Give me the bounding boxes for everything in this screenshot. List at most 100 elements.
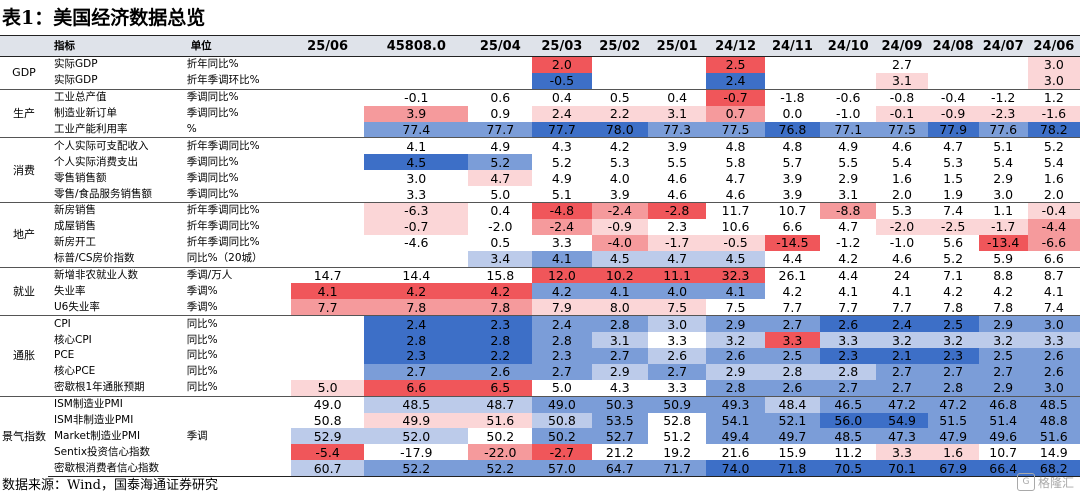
value-cell: 8.8 <box>978 266 1028 284</box>
value-cell: -4.8 <box>532 202 592 219</box>
value-cell: 2.7 <box>978 363 1028 380</box>
table-row: 生产 工业总产值 季调同比% -0.1 0.6 0.4 0.5 0.4 -0.7 -1.8 -0.6… <box>0 88 1080 138</box>
value-cell <box>648 73 706 89</box>
value-cell: -4.6 <box>404 235 429 251</box>
value-cell: 3.3 <box>1027 332 1080 349</box>
value-cell: 54.1 <box>706 412 765 429</box>
value-cell: 7.7 <box>291 299 365 316</box>
value-cell: 4.6 <box>667 186 688 202</box>
value-cell: 2.4 <box>532 105 592 122</box>
value-cell: 4.0 <box>647 283 707 300</box>
value-cell: 2.9 <box>993 170 1014 186</box>
value-cell: 49.3 <box>706 395 765 413</box>
value-cell: 15.9 <box>778 444 807 460</box>
table-row: GDP 实际GDP 折年同比% 2.0 2.5 2.7 3.0 <box>0 55 1080 90</box>
value-cell: -1.2 <box>978 88 1028 106</box>
value-cell: 50.3 <box>591 395 648 413</box>
indicator-unit: 折年季调环比% <box>186 74 260 87</box>
value-cell: 1.5 <box>943 170 964 186</box>
indicator-unit: 同比% <box>184 315 292 333</box>
value-cell: 5.3 <box>609 154 630 170</box>
value-cell: 1.1 <box>978 202 1028 219</box>
value-cell: 2.7 <box>820 379 877 397</box>
table-body: GDP 实际GDP 折年同比% 2.0 2.5 2.7 3.0 实际GDP 折年季调环比% -0.… <box>0 55 1080 478</box>
value-cell: -0.4 <box>927 88 979 106</box>
value-cell: 50.8 <box>313 413 342 429</box>
watermark: G 格隆汇 <box>1016 473 1074 491</box>
value-cell: 7.8 <box>364 299 469 316</box>
value-cell: 50.9 <box>647 395 707 413</box>
value-cell: 7.1 <box>927 266 979 284</box>
value-cell: 77.5 <box>876 121 928 138</box>
header-group-cell <box>0 35 48 57</box>
table-row: 零售/食品服务销售额 季调同比% 3.3 5.0 5.1 3.9 4.6 4.6 3.9 3.1 2… <box>0 186 1080 202</box>
group-label: 通胀 <box>0 315 48 397</box>
value-cell: 64.7 <box>591 460 648 478</box>
value-cell: 2.1 <box>876 348 928 364</box>
value-cell <box>468 73 532 89</box>
indicator-unit <box>184 395 292 413</box>
value-cell: 2.4 <box>876 315 928 333</box>
value-cell: 2.2 <box>468 348 533 364</box>
table-row: 密歇根消费者信心指数 60.7 52.2 52.2 57.0 64.7 71.7 74.0 71… <box>0 460 1080 478</box>
value-cell: 2.6 <box>647 348 707 364</box>
value-cell: 4.1 <box>364 137 469 155</box>
header-period: 24/09 <box>876 35 928 57</box>
value-cell: 1.2 <box>1027 88 1080 106</box>
value-cell: 2.8 <box>706 379 765 397</box>
value-cell: 4.1 <box>291 283 365 300</box>
value-cell: 2.3 <box>927 348 979 364</box>
value-cell: 3.3 <box>764 332 821 349</box>
value-cell: 10.2 <box>591 266 648 284</box>
value-cell: 50.8 <box>532 412 592 429</box>
value-cell <box>291 186 364 202</box>
header-period: 25/01 <box>647 35 707 57</box>
value-cell: 74.0 <box>706 460 765 478</box>
value-cell <box>764 55 821 73</box>
indicator-name: 成屋销售 <box>54 220 96 233</box>
value-cell: -1.0 <box>836 106 861 122</box>
value-cell <box>364 73 468 89</box>
value-cell: -2.5 <box>927 218 979 235</box>
value-cell <box>291 332 364 348</box>
watermark-text: 格隆汇 <box>1037 475 1074 490</box>
value-cell: -0.5 <box>706 234 765 251</box>
value-cell: 3.0 <box>1027 315 1080 333</box>
value-cell: 49.4 <box>706 428 765 445</box>
value-cell: 5.0 <box>551 380 572 396</box>
value-cell <box>291 88 365 106</box>
indicator-name: 密歇根1年通胀预期 <box>54 381 145 394</box>
value-cell: 26.1 <box>764 266 821 284</box>
value-cell: -0.1 <box>364 88 469 106</box>
value-cell: 46.8 <box>978 395 1028 413</box>
value-cell: 7.9 <box>532 299 592 316</box>
indicator-unit: 季调同比% <box>186 155 239 168</box>
value-cell: -6.6 <box>1027 234 1080 251</box>
value-cell <box>291 55 365 73</box>
value-cell: 49.0 <box>532 395 592 413</box>
value-cell: 71.7 <box>647 460 707 478</box>
indicator-unit: 季调同比% <box>186 187 239 200</box>
value-cell: 0.5 <box>591 88 648 106</box>
indicator-name: 新房销售 <box>48 202 185 219</box>
value-cell: 48.8 <box>1027 412 1080 429</box>
indicator-unit: 折年季调同比% <box>184 202 292 219</box>
value-cell: 3.0 <box>993 186 1014 202</box>
value-cell: 5.5 <box>838 154 859 170</box>
value-cell: 52.9 <box>291 428 365 445</box>
value-cell: 0.4 <box>468 202 533 219</box>
value-cell: 2.7 <box>876 55 928 73</box>
value-cell: 2.9 <box>706 315 765 333</box>
indicator-unit: % <box>186 123 197 135</box>
indicator-name: 核心CPI <box>54 333 92 346</box>
value-cell: 7.7 <box>782 299 803 315</box>
value-cell: 5.0 <box>490 186 511 202</box>
value-cell: 1.6 <box>1043 170 1064 186</box>
indicator-unit: 季调/万人 <box>184 266 292 284</box>
indicator-unit: 季调同比% <box>186 107 239 120</box>
value-cell <box>291 348 364 364</box>
value-cell: 2.8 <box>364 332 469 349</box>
value-cell: 7.7 <box>838 299 859 315</box>
value-cell: 52.2 <box>364 460 469 478</box>
indicator-unit <box>184 460 292 478</box>
